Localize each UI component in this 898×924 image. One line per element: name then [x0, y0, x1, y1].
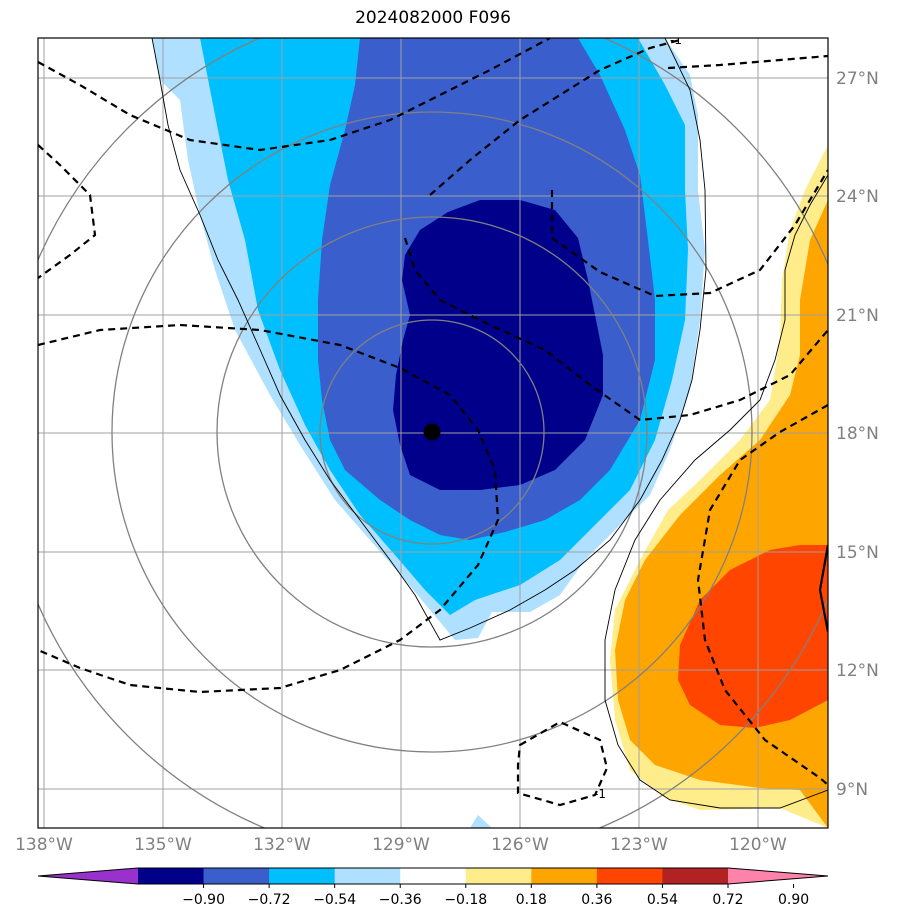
colorbar-bin — [596, 868, 663, 884]
graticule — [38, 38, 828, 828]
colorbar-bin — [138, 868, 205, 884]
contour-label-top: -1 — [670, 33, 682, 47]
colorbar-tick-label: −0.18 — [444, 892, 487, 908]
lat-label: 12°N — [836, 661, 879, 681]
lat-label: 9°N — [836, 780, 868, 800]
lon-label: 132°W — [253, 835, 311, 855]
contour-label-bottom: -1 — [594, 787, 606, 801]
colorbar-tick-label: 0.72 — [712, 892, 743, 908]
colorbar-bin — [269, 868, 336, 884]
lon-label: 129°W — [372, 835, 430, 855]
colorbar-tick-label: 0.36 — [581, 892, 612, 908]
anomaly-fill-lightblue-south — [470, 815, 492, 828]
colorbar-bin — [531, 868, 598, 884]
colorbar-bin — [334, 868, 401, 884]
anomaly-outline-east — [604, 174, 828, 809]
colorbar-tick-label: 0.54 — [647, 892, 678, 908]
filled-circle-icon — [423, 423, 441, 441]
lon-label: 138°W — [15, 835, 73, 855]
lon-label: 126°W — [491, 835, 549, 855]
colorbar-extension-high — [728, 868, 828, 884]
map-title: 2024082000 F096 — [355, 8, 511, 28]
longitude-labels: 138°W 135°W 132°W 129°W 126°W 123°W 120°… — [15, 835, 787, 855]
anomaly-fill-redorange — [678, 545, 828, 728]
anomaly-outline-west — [151, 38, 707, 641]
dashed-contours — [38, 38, 828, 807]
colorbar-tick-label: −0.36 — [379, 892, 422, 908]
colorbar-tick-label: −0.72 — [248, 892, 291, 908]
latitude-labels: 27°N 24°N 21°N 18°N 15°N 12°N 9°N — [836, 69, 879, 800]
map-frame — [37, 37, 829, 829]
colorbar-extension-low — [38, 868, 138, 884]
colorbar-tick-label: 0.90 — [778, 892, 809, 908]
colorbar-tick-label: 0.18 — [516, 892, 547, 908]
colorbar-bin — [203, 868, 270, 884]
colorbar-tick-label: −0.90 — [182, 892, 225, 908]
solid-contour — [818, 544, 828, 633]
lat-label: 27°N — [836, 69, 879, 89]
anomaly-fill-navy — [393, 200, 603, 490]
colorbar-tick-label: −0.54 — [313, 892, 356, 908]
colorbar — [37, 867, 829, 888]
lon-label: 135°W — [134, 835, 192, 855]
lat-label: 21°N — [836, 306, 879, 326]
lon-label: 123°W — [610, 835, 668, 855]
lon-label: 120°W — [729, 835, 787, 855]
colorbar-bin — [400, 868, 467, 884]
colorbar-outline — [37, 867, 829, 885]
lat-label: 15°N — [836, 543, 879, 563]
range-rings — [38, 38, 828, 828]
map-layers: -1 -1 — [38, 33, 828, 828]
colorbar-bin — [662, 868, 729, 884]
lat-label: 24°N — [836, 187, 879, 207]
colorbar-labels: −0.90 −0.72 −0.54 −0.36 −0.18 0.18 0.36 0.54 0.7… — [182, 892, 809, 908]
lat-label: 18°N — [836, 424, 879, 444]
colorbar-bin — [465, 868, 532, 884]
